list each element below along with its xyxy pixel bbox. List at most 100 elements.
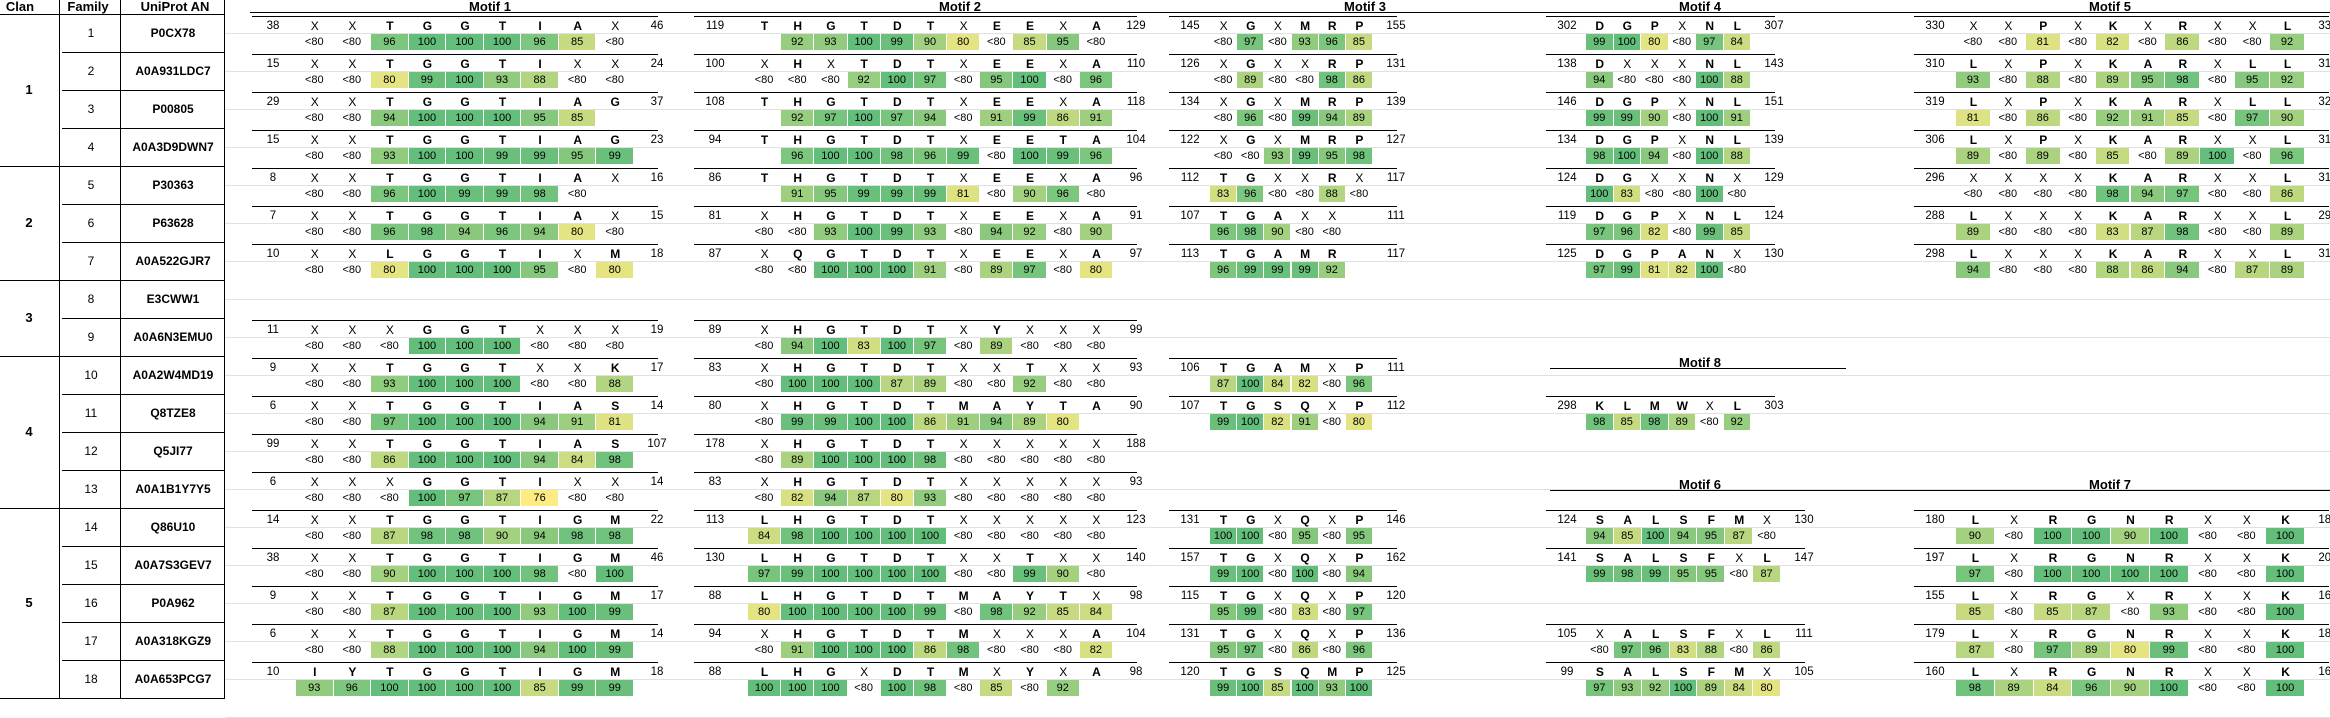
conservation-score: 99: [1237, 604, 1264, 620]
conservation-score: 95: [1210, 642, 1237, 658]
grid-line: [225, 337, 2330, 338]
conservation-score: 89: [980, 262, 1013, 278]
uniprot-accession[interactable]: P0A962: [151, 596, 195, 610]
clan-separator: [0, 356, 62, 357]
motif-start: 10: [266, 248, 280, 260]
conservation-score: 94: [980, 224, 1013, 240]
motif-rule: [694, 358, 1137, 359]
residue: T: [498, 513, 507, 527]
conservation-score: 100: [2072, 528, 2111, 544]
uniprot-accession[interactable]: A0A2W4MD19: [132, 368, 214, 382]
conservation-score: 99: [1210, 414, 1237, 430]
conservation-score: 100: [446, 642, 483, 658]
residue: T: [386, 437, 394, 451]
residue: L: [2283, 95, 2292, 109]
residue: K: [2108, 247, 2118, 261]
conservation-score: <80: [1672, 188, 1692, 200]
conservation-score: 85: [980, 680, 1013, 696]
conservation-score: 99: [596, 148, 633, 164]
uniprot-accession[interactable]: Q86U10: [150, 520, 196, 534]
uniprot-accession[interactable]: A0A7S3GEV7: [134, 558, 212, 572]
conservation-score: 88: [2025, 72, 2060, 88]
residue: X: [1059, 627, 1068, 641]
uniprot-accession[interactable]: A0A3D9DWN7: [132, 140, 214, 154]
residue: G: [826, 171, 836, 185]
residue: I: [538, 551, 542, 565]
conservation-score: 93: [1264, 148, 1291, 164]
residue: I: [538, 589, 542, 603]
uniprot-accession[interactable]: P30363: [152, 178, 194, 192]
conservation-score: 100: [408, 338, 446, 354]
conservation-score: 96: [781, 148, 814, 164]
residue: T: [860, 361, 868, 375]
residue: S: [1595, 513, 1604, 527]
uniprot-accession[interactable]: P00805: [152, 102, 194, 116]
residue: N: [2126, 665, 2135, 679]
conservation-score: 100: [847, 224, 880, 240]
residue: D: [892, 247, 902, 261]
conservation-score: <80: [342, 264, 362, 276]
conservation-score: <80: [530, 378, 549, 390]
residue: X: [1059, 57, 1068, 71]
motif-start: 14: [266, 514, 280, 526]
uniprot-accession[interactable]: E3CWW1: [146, 292, 200, 306]
conservation-score: <80: [2198, 530, 2217, 542]
conservation-score: 97: [913, 72, 947, 88]
motif-end: 339: [2318, 20, 2330, 32]
residue: X: [2242, 513, 2251, 527]
residue: X: [1301, 209, 1310, 223]
conservation-score: 89: [1668, 414, 1695, 430]
conservation-score: 100: [408, 680, 446, 696]
conservation-score: <80: [987, 454, 1006, 466]
uniprot-accession[interactable]: A0A522GJR7: [135, 254, 211, 268]
uniprot-accession[interactable]: Q5JI77: [153, 444, 193, 458]
conservation-score: <80: [2068, 226, 2087, 238]
residue: G: [422, 247, 433, 261]
conservation-score: 96: [1237, 186, 1264, 202]
uniprot-accession[interactable]: A0A653PCG7: [134, 672, 212, 686]
conservation-score: <80: [754, 454, 774, 466]
residue: D: [1595, 133, 1605, 147]
residue: G: [422, 551, 433, 565]
conservation-score: 100: [1291, 566, 1318, 582]
uniprot-accession[interactable]: P0CX78: [150, 26, 196, 40]
motif-start: 99: [1560, 666, 1574, 678]
motif-title: Motif 3: [1344, 0, 1386, 14]
residue: G: [1622, 209, 1632, 223]
conservation-score: <80: [953, 340, 973, 352]
uniprot-accession[interactable]: P63628: [152, 216, 194, 230]
uniprot-accession[interactable]: A0A6N3EMU0: [133, 330, 213, 344]
residue: S: [1679, 665, 1688, 679]
clan-separator: [0, 280, 62, 281]
conservation-score: 99: [1291, 148, 1318, 164]
conservation-score: 99: [1210, 680, 1237, 696]
residue: X: [1273, 95, 1282, 109]
residue: I: [538, 133, 542, 147]
residue: P: [2039, 19, 2048, 33]
uniprot-accession[interactable]: A0A1B1Y7Y5: [135, 482, 211, 496]
conservation-score: <80: [1644, 188, 1664, 200]
motif-rule: [1169, 130, 1397, 131]
conservation-score: 89: [1345, 110, 1372, 126]
conservation-score: 94: [1956, 262, 1990, 278]
uniprot-accession[interactable]: A0A931LDC7: [135, 64, 211, 78]
residue: G: [1246, 589, 1256, 603]
residue: H: [793, 475, 803, 489]
residue: M: [1734, 513, 1745, 527]
residue: H: [793, 95, 803, 109]
residue: X: [1969, 171, 1978, 185]
conservation-score: 99: [1291, 110, 1318, 126]
residue: M: [1300, 361, 1311, 375]
uniprot-accession[interactable]: A0A318KGZ9: [134, 634, 212, 648]
residue: X: [2248, 19, 2257, 33]
residue: G: [2087, 513, 2097, 527]
conservation-score: 100: [814, 642, 847, 658]
uniprot-accession[interactable]: Q8TZE8: [150, 406, 196, 420]
motif-start: 29: [266, 96, 280, 108]
residue: M: [958, 589, 969, 603]
conservation-score: <80: [953, 606, 973, 618]
conservation-score: <80: [987, 530, 1006, 542]
conservation-score: 94: [1641, 148, 1668, 164]
residue: A: [1092, 665, 1101, 679]
motif-start: 107: [1180, 400, 1200, 412]
